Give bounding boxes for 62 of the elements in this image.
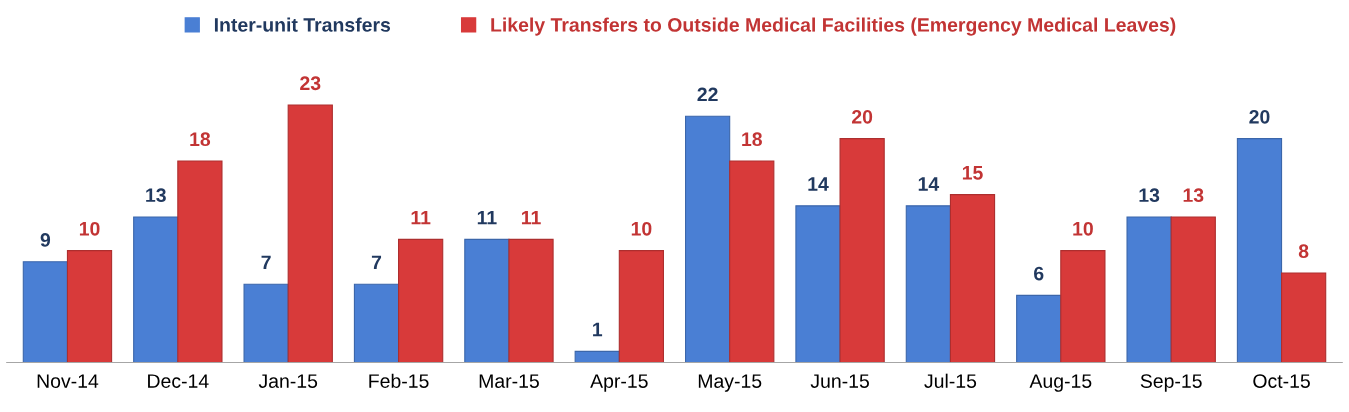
bar [287,104,333,363]
bar [1170,216,1216,363]
data-label: 10 [79,221,100,236]
data-label: 10 [1073,221,1093,236]
data-label: 23 [300,76,321,91]
data-label: 11 [411,210,431,225]
bar [353,283,400,363]
bar [243,283,289,363]
x-tick-label: Sep-15 [1140,374,1202,392]
bar [795,205,841,363]
data-label: 7 [261,255,271,270]
x-tick-label: Dec-14 [148,374,209,388]
data-label: 8 [1298,244,1309,259]
data-label: 18 [742,132,762,147]
x-tick-label: Nov-14 [37,374,99,388]
x-tick-label: Mar-15 [479,374,539,388]
data-label: 10 [631,221,652,236]
bar [464,238,510,363]
bar [177,160,223,363]
x-tick-label: Oct-15 [1253,374,1310,388]
data-label: 13 [1139,188,1160,203]
data-label: 14 [918,177,940,191]
bar [66,250,113,363]
data-label: 9 [40,233,51,247]
x-tick-label: Feb-15 [369,373,429,388]
bar [574,350,620,363]
data-label: 11 [477,210,497,225]
bar [1280,272,1327,363]
data-label: 20 [1249,109,1270,124]
x-tick-label: Jun-15 [810,374,869,388]
data-label: 13 [1183,188,1204,203]
legend-label: Inter-unit Transfers [214,17,391,32]
x-tick-label: Jan-15 [258,374,318,388]
data-label: 15 [962,166,983,180]
bar [133,216,179,363]
bar [508,238,554,363]
bar [684,115,731,363]
x-tick-label: May-15 [698,374,762,392]
data-label: 18 [190,132,211,147]
x-tick-label: Apr-15 [590,374,648,392]
data-label: 20 [852,109,873,124]
bar [22,261,69,363]
bar [618,250,665,363]
data-label: 13 [146,188,166,203]
x-tick-label: Aug-15 [1029,374,1092,392]
bar [905,205,951,363]
bar [839,138,885,363]
bar [1236,138,1283,363]
bar [1060,250,1106,363]
x-tick-label: Jul-15 [924,373,977,388]
data-label: 11 [521,210,541,225]
data-label: 1 [593,322,603,337]
bar [398,238,444,363]
bar [1126,216,1172,363]
data-label: 14 [808,177,829,191]
bar [1016,294,1062,363]
data-label: 7 [371,255,382,270]
data-label: 6 [1034,266,1044,281]
bar [949,194,996,363]
bar [729,160,775,363]
legend-label: Likely Transfers to Outside Medical Facilities (Emergency Medical Leaves) [491,17,1176,36]
data-label: 22 [697,87,718,102]
